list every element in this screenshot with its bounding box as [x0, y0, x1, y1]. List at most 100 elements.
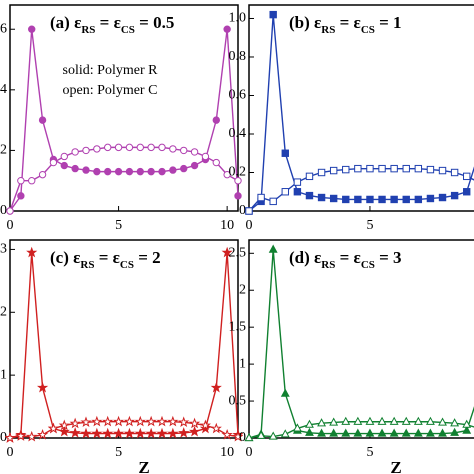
point: [199, 419, 212, 431]
y-tick-label: 0.6: [229, 88, 247, 103]
point: [390, 195, 398, 204]
title-part: (c) ε: [50, 248, 80, 267]
point: [341, 416, 351, 425]
point: [450, 168, 459, 177]
point: [212, 158, 220, 167]
point: [188, 417, 201, 429]
point: [5, 432, 16, 443]
plot-frame: [9, 239, 239, 439]
y-tick-label: 2: [239, 282, 246, 297]
point: [102, 427, 114, 439]
point: [366, 164, 374, 173]
point: [123, 427, 136, 439]
panel-title: (c) εRS = εCS = 2: [50, 248, 161, 271]
point: [167, 415, 179, 427]
y-tick-label: 0.6: [0, 21, 7, 36]
point: [60, 152, 68, 161]
annotation: open: Polymer C: [63, 83, 158, 98]
point: [293, 188, 302, 196]
y-tick-label: 0.8: [229, 49, 247, 64]
title-part: CS: [121, 24, 135, 36]
point: [281, 149, 289, 157]
point: [71, 164, 79, 173]
point: [402, 195, 410, 204]
point: [354, 164, 362, 173]
point: [463, 172, 471, 181]
title-part: = ε: [335, 13, 360, 32]
data-layer: [5, 246, 243, 443]
point: [156, 415, 168, 427]
point: [280, 429, 290, 438]
data-layer: [245, 10, 474, 215]
point: [305, 419, 314, 428]
x-axis-label: Z: [390, 458, 401, 474]
point: [28, 177, 36, 185]
point: [353, 428, 363, 437]
point: [305, 427, 314, 436]
point: [167, 427, 179, 439]
title-part: RS: [80, 259, 94, 271]
point: [104, 143, 112, 152]
x-tick-label: 5: [115, 445, 122, 460]
series-line: [248, 421, 474, 439]
point: [69, 417, 81, 429]
y-tick-label: 0.5: [229, 393, 247, 408]
point: [438, 166, 447, 175]
point: [36, 428, 49, 440]
point: [156, 427, 168, 439]
point: [292, 423, 302, 432]
title-part: RS: [81, 24, 95, 36]
title-part: = 2: [134, 248, 161, 267]
point: [342, 195, 350, 204]
data-layer: [244, 244, 474, 442]
plot-frame: [248, 239, 474, 439]
point: [69, 427, 81, 438]
point: [58, 419, 70, 431]
point: [125, 167, 134, 176]
point: [438, 193, 447, 202]
x-tick-label: 0: [7, 445, 14, 460]
point: [180, 146, 188, 155]
point: [28, 25, 36, 33]
point: [145, 427, 157, 439]
point: [26, 246, 38, 258]
series-line: [248, 167, 474, 212]
panel: 0 0.2 0.4 0.6 0 5 10 (a) εRS = εCS = 0.5 solid: …: [0, 4, 242, 233]
point: [317, 428, 327, 437]
point: [402, 164, 410, 173]
point: [17, 177, 25, 185]
title-part: = 0.5: [135, 13, 174, 32]
point: [210, 422, 222, 434]
data-layer: [6, 25, 242, 215]
point: [82, 146, 90, 155]
y-tick-label: 3: [0, 242, 7, 257]
title-part: = 3: [375, 248, 402, 267]
point: [450, 427, 460, 436]
point: [91, 427, 103, 439]
point: [462, 419, 472, 428]
point: [71, 148, 79, 156]
point: [82, 166, 90, 174]
point: [212, 116, 220, 124]
point: [147, 143, 155, 152]
point: [80, 427, 92, 439]
point: [188, 425, 201, 437]
point: [145, 415, 157, 427]
point: [6, 207, 14, 215]
point: [438, 428, 447, 437]
series-line: [9, 146, 239, 212]
point: [223, 170, 231, 179]
series-line: [9, 420, 239, 439]
point: [293, 178, 302, 186]
title-part: CS: [361, 24, 375, 36]
title-part: = ε: [335, 248, 360, 267]
point: [341, 428, 351, 437]
point: [413, 416, 423, 425]
point: [178, 427, 190, 438]
panel-title: (d) εRS = εCS = 3: [289, 248, 402, 271]
point: [223, 25, 231, 33]
point: [49, 158, 58, 167]
point: [390, 164, 398, 173]
point: [305, 172, 314, 181]
